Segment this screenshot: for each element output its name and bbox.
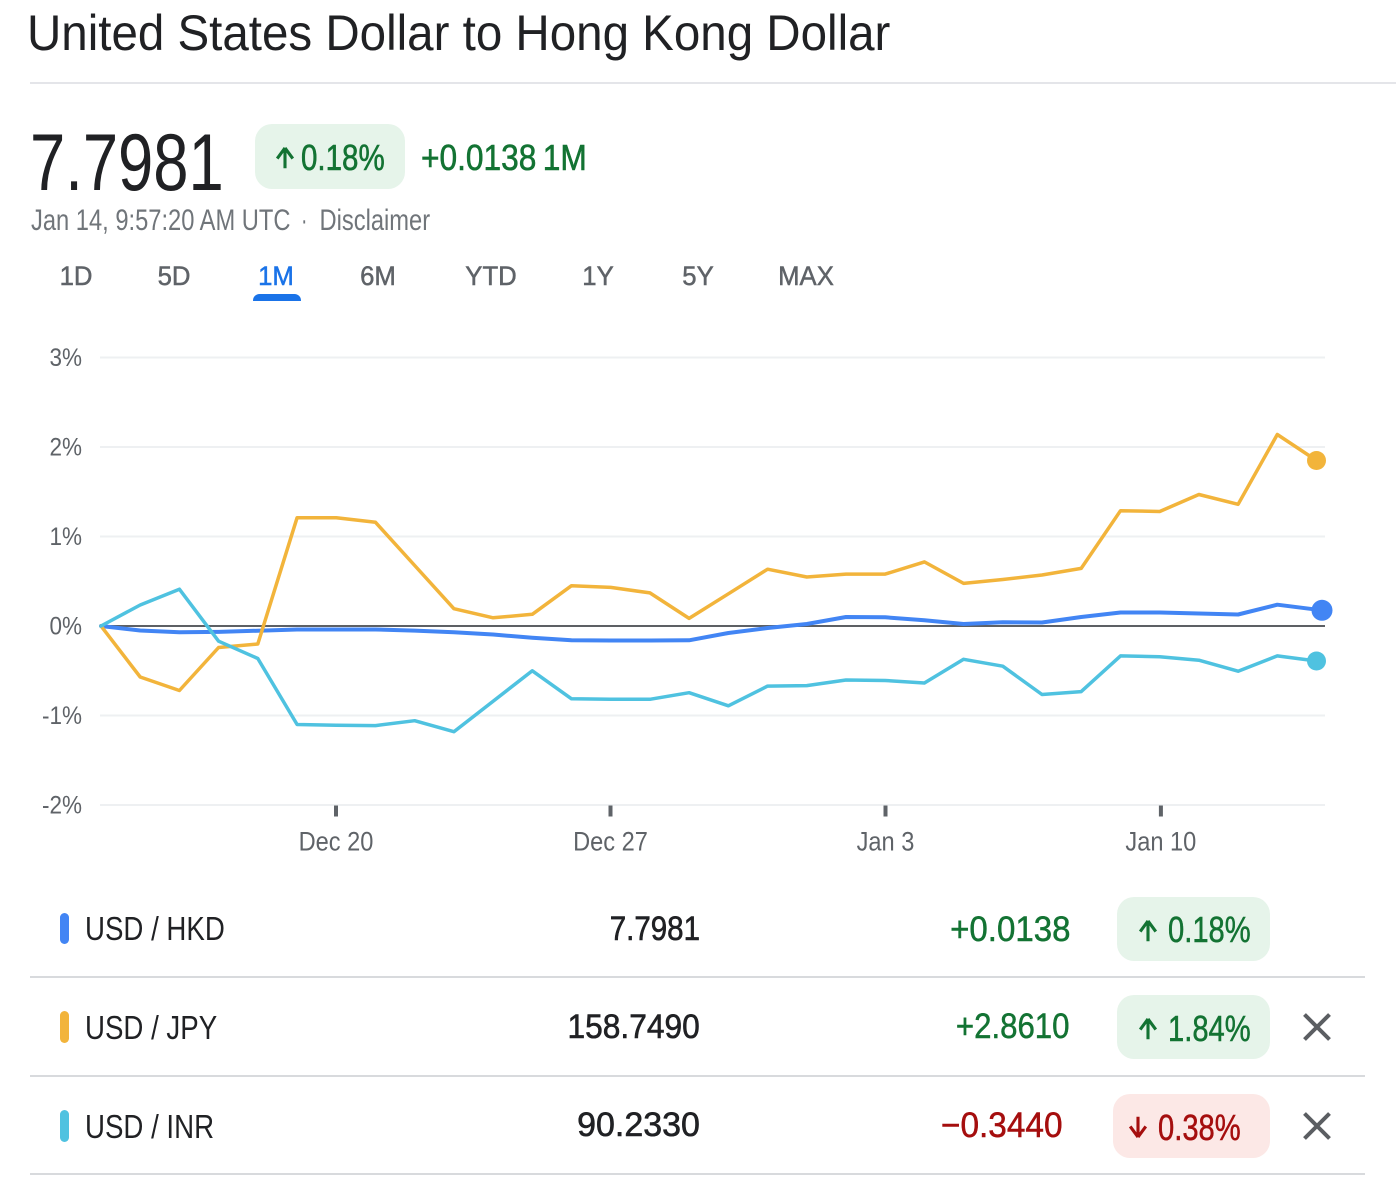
svg-text:-2%: -2% [42, 792, 82, 820]
svg-text:1%: 1% [49, 523, 82, 551]
svg-text:Dec 20: Dec 20 [299, 827, 374, 857]
svg-text:3%: 3% [49, 344, 82, 372]
svg-text:Jan 10: Jan 10 [1125, 827, 1196, 857]
svg-text:Dec 27: Dec 27 [573, 827, 648, 857]
svg-text:0%: 0% [49, 613, 82, 641]
svg-text:2%: 2% [49, 434, 82, 462]
svg-text:-1%: -1% [42, 702, 82, 730]
svg-text:Jan 3: Jan 3 [857, 827, 915, 857]
